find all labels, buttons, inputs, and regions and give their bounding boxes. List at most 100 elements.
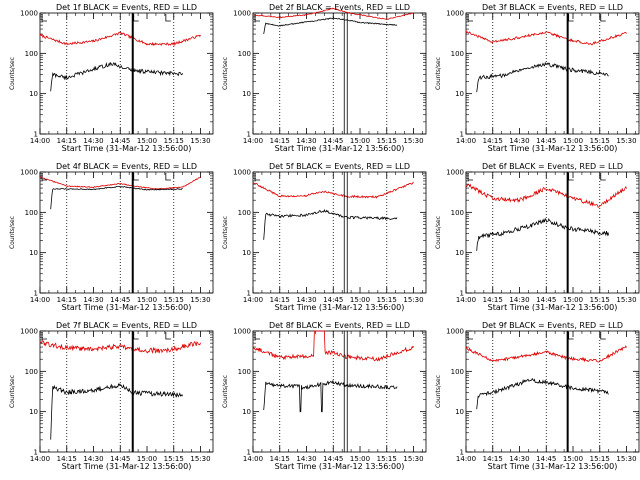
flag-marker [165, 332, 171, 340]
panel-title: Det 9f BLACK = Events, RED = LLD [482, 321, 623, 330]
x-tick-label: 14:30 [296, 137, 316, 145]
y-tick-label: 1000 [20, 10, 38, 18]
x-tick-label: 15:15 [590, 455, 610, 463]
y-axis-title: Counts/sec [222, 216, 229, 249]
x-tick-label: 14:15 [57, 137, 77, 145]
x-tick-label: 14:00 [243, 296, 263, 304]
events-series-line [476, 217, 610, 251]
panel-det-8: Det 8f BLACK = Events, RED = LLD 1 10 100 10… [222, 321, 427, 471]
flag-marker [568, 173, 574, 181]
panel-title: Det 3f BLACK = Events, RED = LLD [482, 3, 623, 12]
panel-det-9: Det 9f BLACK = Events, RED = LLD 1 10 100 10… [435, 321, 640, 471]
x-tick-label: 14:30 [509, 455, 529, 463]
start-flag-marker [254, 14, 260, 22]
panel-det-1: Det 1f BLACK = Events, RED = LLD 1 10 100 10… [9, 3, 214, 153]
start-flag-marker [41, 332, 47, 340]
y-tick-label: 100 [451, 209, 464, 217]
panel-title: Det 4f BLACK = Events, RED = LLD [56, 162, 197, 171]
y-tick-label: 100 [25, 209, 38, 217]
panel-title: Det 2f BLACK = Events, RED = LLD [269, 3, 410, 12]
x-axis-title: Start Time (31-Mar-12 13:56:00) [488, 303, 618, 312]
x-tick-label: 15:15 [377, 137, 397, 145]
x-tick-label: 15:30 [616, 137, 636, 145]
lld-series-line [252, 330, 414, 362]
plot-frame [252, 12, 427, 135]
y-tick-label: 1000 [20, 328, 38, 336]
x-tick-label: 15:15 [164, 296, 184, 304]
y-axis-title: Counts/sec [435, 216, 442, 249]
y-tick-label: 1 [247, 449, 251, 457]
x-tick-label: 14:15 [483, 137, 503, 145]
events-series-line [476, 61, 609, 93]
lld-series-line [465, 345, 627, 363]
flag-marker [133, 14, 139, 22]
panel-det-4: Det 4f BLACK = Events, RED = LLD 1 10 100 10… [9, 162, 214, 312]
y-tick-label: 1000 [446, 169, 464, 177]
y-tick-label: 1 [460, 131, 464, 139]
panel-title: Det 7f BLACK = Events, RED = LLD [56, 321, 197, 330]
x-tick-label: 15:30 [616, 296, 636, 304]
y-tick-label: 100 [451, 50, 464, 58]
y-tick-label: 1 [34, 290, 38, 298]
x-tick-label: 14:00 [243, 455, 263, 463]
x-tick-label: 14:15 [57, 455, 77, 463]
x-tick-label: 15:30 [403, 296, 423, 304]
y-axis-title: Counts/sec [222, 375, 229, 408]
flag-marker [600, 332, 606, 340]
plot-frame [252, 171, 427, 294]
x-tick-label: 15:00 [563, 455, 583, 463]
flag-marker [600, 173, 606, 181]
x-tick-label: 14:45 [110, 455, 130, 463]
plot-frame [252, 330, 427, 453]
x-axis-title: Start Time (31-Mar-12 13:56:00) [62, 303, 192, 312]
x-tick-label: 15:30 [190, 137, 210, 145]
plot-frame [465, 330, 640, 453]
y-tick-label: 1000 [446, 10, 464, 18]
x-tick-label: 14:45 [323, 455, 343, 463]
x-tick-label: 14:00 [30, 455, 50, 463]
x-axis-title: Start Time (31-Mar-12 13:56:00) [275, 462, 405, 471]
x-axis-title: Start Time (31-Mar-12 13:56:00) [275, 144, 405, 153]
y-tick-label: 100 [451, 368, 464, 376]
flag-marker [568, 332, 574, 340]
plot-frame [39, 330, 214, 453]
panel-det-7: Det 7f BLACK = Events, RED = LLD 1 10 100 10… [9, 321, 214, 471]
start-flag-marker [467, 173, 473, 181]
y-tick-label: 10 [242, 408, 251, 416]
x-tick-label: 14:00 [30, 137, 50, 145]
x-tick-label: 14:45 [323, 296, 343, 304]
y-tick-label: 1 [247, 131, 251, 139]
x-tick-label: 15:30 [190, 296, 210, 304]
y-tick-label: 100 [25, 368, 38, 376]
x-tick-label: 15:00 [137, 455, 157, 463]
y-axis-title: Counts/sec [435, 375, 442, 408]
x-tick-label: 14:30 [296, 296, 316, 304]
panel-det-2: Det 2f BLACK = Events, RED = LLD 1 10 100 10… [222, 3, 427, 153]
x-tick-label: 15:15 [590, 137, 610, 145]
x-tick-label: 14:45 [536, 455, 556, 463]
x-tick-label: 15:30 [403, 455, 423, 463]
y-tick-label: 1 [247, 290, 251, 298]
y-tick-label: 100 [238, 209, 251, 217]
x-tick-label: 15:30 [190, 455, 210, 463]
flag-marker [600, 14, 606, 22]
x-tick-label: 14:15 [270, 455, 290, 463]
y-axis-title: Counts/sec [222, 57, 229, 90]
y-tick-label: 10 [29, 408, 38, 416]
y-axis-title: Counts/sec [9, 57, 16, 90]
plot-frame [39, 171, 214, 294]
y-tick-label: 100 [238, 50, 251, 58]
y-tick-label: 1000 [446, 328, 464, 336]
x-tick-label: 14:15 [270, 137, 290, 145]
panel-title: Det 8f BLACK = Events, RED = LLD [269, 321, 410, 330]
x-tick-label: 14:15 [483, 455, 503, 463]
y-tick-label: 100 [238, 368, 251, 376]
y-tick-label: 1 [34, 449, 38, 457]
x-tick-label: 15:00 [563, 296, 583, 304]
x-axis-title: Start Time (31-Mar-12 13:56:00) [62, 144, 192, 153]
x-tick-label: 15:15 [164, 455, 184, 463]
flag-marker [165, 173, 171, 181]
x-tick-label: 15:00 [350, 455, 370, 463]
x-tick-label: 15:00 [350, 296, 370, 304]
